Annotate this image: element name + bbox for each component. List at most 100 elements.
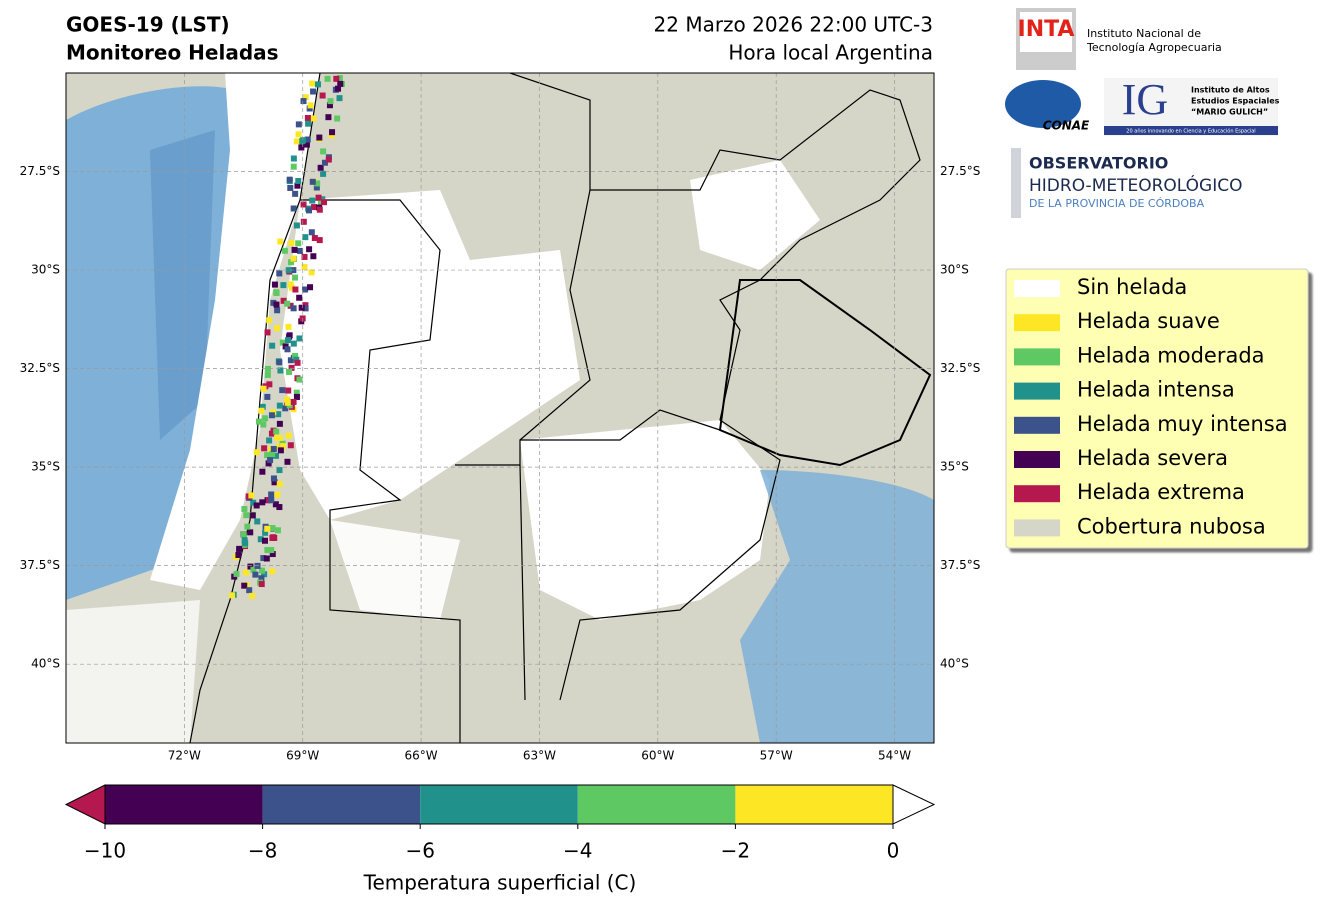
frost-pixel (243, 512, 250, 519)
frost-pixel (247, 563, 254, 570)
frost-pixel (260, 385, 267, 392)
legend-swatch (1014, 382, 1060, 400)
frost-pixel (250, 566, 257, 573)
frost-pixel (337, 80, 344, 87)
frost-pixel (293, 389, 300, 396)
frost-pixel (269, 342, 276, 349)
frost-pixel (274, 527, 281, 534)
frost-pixel (268, 497, 275, 504)
frost-pixel (269, 525, 276, 532)
frost-pixel (293, 393, 300, 400)
colorbar-under (64, 784, 106, 825)
frost-pixel (280, 282, 287, 289)
subtitle: Monitoreo Heladas (66, 41, 279, 65)
frost-pixel (243, 569, 250, 576)
frost-pixel (281, 247, 288, 254)
ig-band (1104, 126, 1278, 135)
obs-name: HIDRO-METEOROLÓGICO (1029, 174, 1242, 196)
frost-pixel (324, 75, 331, 82)
frost-pixel (326, 102, 333, 109)
frost-pixel (320, 148, 327, 155)
frost-pixel (311, 204, 318, 211)
legend-swatch (1014, 451, 1060, 468)
frost-pixel (236, 545, 243, 552)
obs-bar (1011, 148, 1021, 218)
frost-pixel (272, 501, 279, 508)
frost-pixel (264, 525, 271, 532)
lon-tick-label: 69°W (286, 749, 319, 763)
frost-pixel (276, 443, 283, 450)
border (519, 464, 526, 701)
border (519, 189, 591, 441)
inta-logo (1020, 12, 1072, 52)
frost-pixel (302, 305, 309, 312)
borders (189, 73, 932, 743)
frost-pixel (285, 432, 292, 439)
frost-pixel (302, 234, 309, 241)
border (455, 409, 721, 466)
colorbar-tick-label: −6 (405, 839, 434, 863)
frost-pixel (259, 567, 266, 574)
lat-tick-label: 40°S (31, 657, 60, 671)
frost-pixel (248, 492, 255, 499)
frost-pixel (295, 131, 302, 138)
frost-pixel (274, 307, 281, 314)
colorbar-segment (420, 785, 578, 824)
frost-pixel (250, 499, 257, 506)
colorbar-tick-label: −2 (721, 839, 750, 863)
colorbar-tick-label: −8 (248, 839, 277, 863)
lon-tick-label: 54°W (878, 749, 911, 763)
frost-pixel (267, 457, 274, 464)
frost-pixel (264, 393, 271, 400)
inta-logo-text: INTA (1018, 17, 1075, 42)
frost-pixel (279, 339, 286, 346)
frost-pixel (260, 421, 267, 428)
frost-pixel (249, 592, 256, 599)
frost-pixel (296, 294, 303, 301)
frost-pixel (242, 540, 249, 547)
frost-pixel (295, 240, 302, 247)
frost-pixel (310, 88, 317, 95)
frost-pixel (286, 176, 293, 183)
colorbar-over (892, 784, 936, 825)
frost-pixel (290, 255, 297, 262)
frost-pixel (265, 460, 272, 467)
frost-pixel (282, 405, 289, 412)
obs-name: DE LA PROVINCIA DE CÓRDOBA (1029, 197, 1205, 210)
ocean-clear (740, 470, 934, 743)
lat-tick-label: 32.5°S (20, 361, 60, 375)
frost-pixel (276, 270, 283, 277)
frost-pixel (316, 237, 323, 244)
frost-pixel (292, 286, 299, 293)
frost-pixel (304, 115, 311, 122)
frost-pixel (273, 301, 280, 308)
frost-pixel (241, 582, 248, 589)
frost-pixel (300, 137, 307, 144)
frost-pixel (247, 529, 254, 536)
frost-pixel (280, 297, 287, 304)
frost-pixel (266, 381, 273, 388)
frost-pixel (255, 418, 262, 425)
frost-pixel (262, 415, 269, 422)
lon-tick-label: 63°W (523, 749, 556, 763)
frost-pixel (314, 81, 321, 88)
frost-pixel (306, 207, 313, 214)
frost-pixel (268, 491, 275, 498)
frost-pixel (291, 246, 298, 253)
lat-tick-label: 35°S (31, 460, 60, 474)
ig-name: Estudios Espaciales (1191, 97, 1280, 106)
frost-pixel (317, 164, 324, 171)
frost-pixel (321, 199, 328, 206)
frost-pixel (309, 197, 316, 204)
frost-pixel (279, 387, 286, 394)
frost-pixel (287, 442, 294, 449)
frost-pixel (277, 367, 284, 374)
frost-pixel (302, 94, 309, 101)
frost-pixel (276, 481, 283, 488)
legend-swatch (1014, 485, 1060, 503)
frost-pixel (286, 332, 293, 339)
border (300, 199, 461, 743)
frost-pixel (309, 178, 316, 185)
frost-pixel (303, 141, 310, 148)
